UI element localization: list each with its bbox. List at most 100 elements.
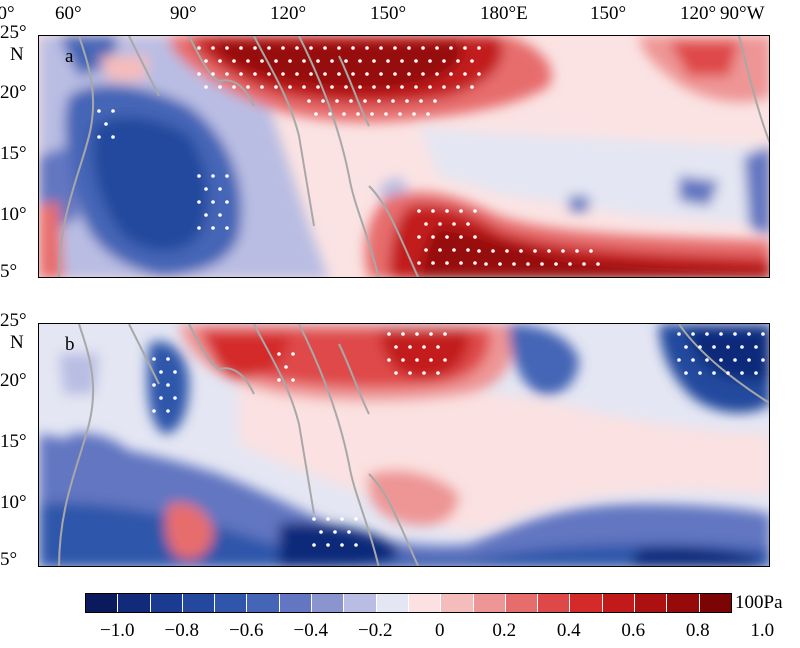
stipple-dot (449, 72, 453, 76)
stipple-dot (754, 371, 758, 375)
longitude-label: 120° (680, 3, 717, 24)
stipple-dot (719, 358, 723, 362)
longitude-label: 150° (590, 3, 627, 24)
colorbar-swatch (376, 594, 409, 612)
stipple-dot (387, 332, 391, 336)
stipple-dot (691, 358, 695, 362)
stipple-dot (246, 59, 250, 63)
stipple-dot (477, 72, 481, 76)
stipple-dot (197, 46, 201, 50)
colorbar-swatch (538, 594, 571, 612)
stipple-dot (342, 112, 346, 116)
stipple-dot (354, 517, 358, 521)
colorbar-label: −0.4 (293, 620, 328, 641)
panel-b-contour-map (39, 324, 769, 566)
stipple-dot (433, 99, 437, 103)
stipple-dot (111, 109, 115, 113)
panel-a-label: a (65, 46, 74, 67)
colorbar (85, 593, 732, 613)
stipple-dot (204, 213, 208, 217)
longitude-label: 120° (270, 3, 307, 24)
stipple-dot (204, 187, 208, 191)
stipple-dot (307, 99, 311, 103)
stipple-dot (761, 358, 765, 362)
stipple-dot (211, 174, 215, 178)
longitude-label: 180°E (480, 3, 528, 24)
stipple-dot (726, 371, 730, 375)
stipple-dot (232, 59, 236, 63)
colorbar-label: 0.4 (556, 620, 581, 641)
stipple-dot (166, 409, 170, 413)
stipple-dot (684, 345, 688, 349)
stipple-dot (431, 209, 435, 213)
stipple-dot (218, 213, 222, 217)
stipple-dot (358, 59, 362, 63)
stipple-dot (372, 59, 376, 63)
stipple-dot (211, 226, 215, 230)
stipple-dot (459, 209, 463, 213)
colorbar-swatch (150, 594, 183, 612)
stipple-dot (463, 72, 467, 76)
stipple-dot (568, 262, 572, 266)
stipple-dot (445, 235, 449, 239)
stipple-dot (232, 85, 236, 89)
stipple-dot (394, 345, 398, 349)
stipple-dot (435, 46, 439, 50)
stipple-dot (356, 112, 360, 116)
stipple-dot (435, 72, 439, 76)
latitude-label: 25° (0, 22, 27, 43)
stipple-dot (526, 262, 530, 266)
stipple-dot (459, 235, 463, 239)
stipple-dot (466, 222, 470, 226)
stipple-dot (253, 72, 257, 76)
stipple-dot (340, 517, 344, 521)
stipple-dot (253, 46, 257, 50)
stipple-dot (477, 249, 481, 253)
stipple-dot (415, 358, 419, 362)
stipple-dot (152, 357, 156, 361)
stipple-dot (225, 200, 229, 204)
stipple-dot (370, 112, 374, 116)
stipple-dot (277, 378, 281, 382)
stipple-dot (379, 46, 383, 50)
stipple-dot (386, 85, 390, 89)
stipple-dot (173, 396, 177, 400)
colorbar-swatch (118, 594, 151, 612)
stipple-dot (417, 235, 421, 239)
colorbar-swatch (441, 594, 474, 612)
stipple-dot (733, 332, 737, 336)
colorbar-label: −0.6 (229, 620, 264, 641)
stipple-dot (477, 46, 481, 50)
stipple-dot (97, 109, 101, 113)
colorbar-swatch (635, 594, 668, 612)
stipple-dot (575, 249, 579, 253)
stipple-dot (274, 59, 278, 63)
stipple-dot (698, 345, 702, 349)
stipple-dot (422, 371, 426, 375)
stipple-dot (429, 332, 433, 336)
stipple-dot (393, 72, 397, 76)
stipple-dot (470, 59, 474, 63)
stipple-dot (316, 85, 320, 89)
colorbar-label: 0.8 (685, 620, 710, 641)
stipple-dot (166, 383, 170, 387)
stipple-dot (159, 370, 163, 374)
stipple-dot (225, 72, 229, 76)
stipple-dot (431, 261, 435, 265)
stipple-dot (312, 543, 316, 547)
colorbar-swatch (408, 594, 442, 612)
stipple-dot (415, 332, 419, 336)
stipple-dot (337, 46, 341, 50)
stipple-dot (705, 332, 709, 336)
stipple-dot (218, 187, 222, 191)
latitude-label: 15° (0, 431, 27, 452)
stipple-dot (295, 46, 299, 50)
stipple-dot (419, 99, 423, 103)
stipple-dot (288, 59, 292, 63)
stipple-dot (302, 59, 306, 63)
stipple-dot (561, 249, 565, 253)
stipple-dot (379, 72, 383, 76)
stipple-dot (428, 85, 432, 89)
stipple-dot (459, 261, 463, 265)
stipple-dot (281, 46, 285, 50)
